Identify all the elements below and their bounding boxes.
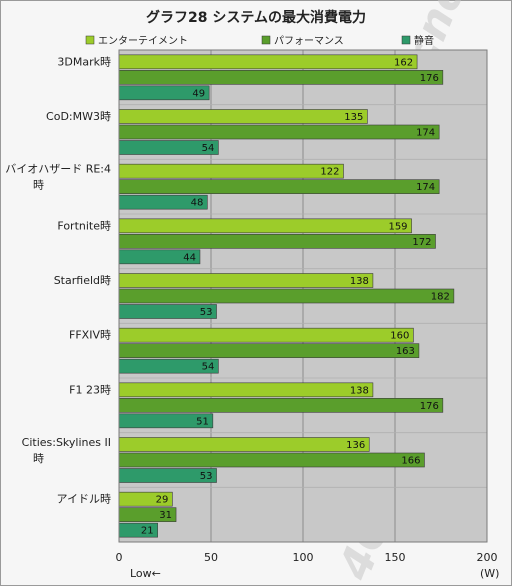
category-label: CoD:MW3時 bbox=[46, 110, 111, 123]
value-label: 135 bbox=[344, 112, 363, 123]
bar-1-1 bbox=[118, 124, 440, 140]
category-label: FFXIV時 bbox=[69, 329, 111, 342]
category-label: 3DMark時 bbox=[57, 55, 111, 68]
bar-1-6 bbox=[118, 398, 444, 413]
value-label: 176 bbox=[420, 401, 439, 412]
bar-1-2 bbox=[118, 179, 440, 194]
value-label: 159 bbox=[388, 221, 407, 232]
category-label: Starfield時 bbox=[54, 274, 111, 287]
value-label: 51 bbox=[196, 416, 209, 427]
x-tick-label: 200 bbox=[477, 551, 498, 564]
x-tick-label: 0 bbox=[116, 551, 123, 564]
value-label: 174 bbox=[416, 182, 435, 193]
category-label: バイオハザード RE:4 bbox=[5, 163, 111, 176]
plot-border bbox=[118, 49, 488, 543]
bar-0-4 bbox=[118, 273, 374, 288]
value-label: 49 bbox=[192, 88, 205, 99]
bar-1-4 bbox=[118, 288, 455, 304]
category-label: Fortnite時 bbox=[57, 219, 111, 232]
bar-1-0 bbox=[118, 70, 444, 85]
value-label: 31 bbox=[159, 510, 172, 521]
value-label: 176 bbox=[420, 73, 439, 84]
plot-area: 4Gamer.net4Gamer.net4Gamer.net4Gamer.net… bbox=[5, 0, 497, 586]
value-label: 53 bbox=[200, 307, 213, 318]
bar-0-6 bbox=[118, 382, 374, 398]
value-label: 163 bbox=[396, 346, 415, 357]
bar-0-5 bbox=[118, 327, 414, 343]
legend: エンターテイメント パフォーマンス 静音 bbox=[85, 34, 434, 47]
legend-label-2: 静音 bbox=[414, 34, 434, 47]
x-tick-label: 50 bbox=[204, 551, 218, 564]
bar-1-5 bbox=[118, 343, 420, 358]
category-label-line2: 時 bbox=[33, 452, 44, 465]
bar-0-7 bbox=[118, 437, 370, 452]
value-label: 21 bbox=[141, 526, 154, 537]
x-tick-label: 100 bbox=[293, 551, 314, 564]
value-label: 54 bbox=[202, 362, 215, 373]
value-label: 138 bbox=[350, 276, 369, 287]
legend-label-0: エンターテイメント bbox=[98, 35, 188, 47]
bar-1-3 bbox=[118, 234, 436, 249]
value-label: 54 bbox=[202, 143, 215, 154]
value-label: 182 bbox=[431, 292, 450, 303]
value-label: 29 bbox=[156, 495, 169, 506]
direction-label: Low← bbox=[130, 567, 161, 580]
value-label: 160 bbox=[390, 331, 409, 342]
value-label: 136 bbox=[346, 440, 365, 451]
chart-title: グラフ28 システムの最大消費電力 bbox=[146, 9, 366, 26]
value-label: 48 bbox=[191, 198, 204, 209]
legend-swatch-0 bbox=[85, 35, 95, 45]
unit-label: (W) bbox=[480, 567, 499, 580]
x-tick-label: 150 bbox=[385, 551, 406, 564]
value-label: 138 bbox=[350, 385, 369, 396]
category-label: アイドル時 bbox=[57, 493, 111, 506]
category-label: Cities:Skylines II bbox=[22, 436, 111, 449]
bar-0-2 bbox=[118, 163, 344, 179]
bar-0-3 bbox=[118, 218, 412, 234]
value-label: 162 bbox=[394, 57, 413, 68]
category-label-line2: 時 bbox=[33, 179, 44, 192]
legend-label-1: パフォーマンス bbox=[274, 35, 344, 47]
value-label: 174 bbox=[416, 128, 435, 139]
bar-1-7 bbox=[118, 452, 425, 468]
value-label: 53 bbox=[200, 471, 213, 482]
bar-0-1 bbox=[118, 109, 368, 124]
value-label: 166 bbox=[401, 456, 420, 467]
legend-swatch-1 bbox=[261, 35, 271, 45]
value-label: 122 bbox=[320, 167, 339, 178]
legend-swatch-2 bbox=[401, 35, 411, 45]
value-label: 172 bbox=[412, 237, 431, 248]
bar-0-0 bbox=[118, 54, 418, 70]
category-label: F1 23時 bbox=[69, 383, 111, 396]
value-label: 44 bbox=[183, 252, 196, 263]
